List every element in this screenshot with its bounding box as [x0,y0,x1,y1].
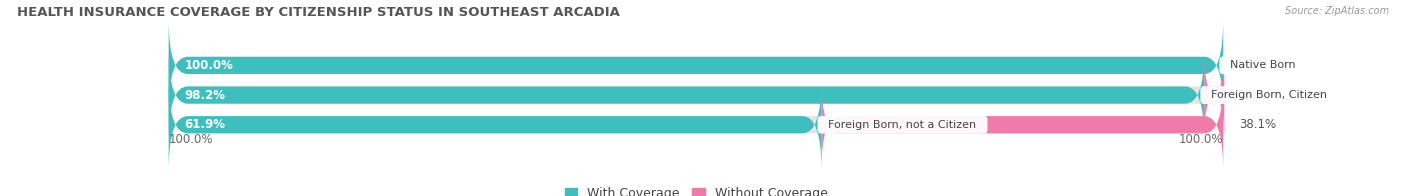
Text: 100.0%: 100.0% [169,133,214,146]
FancyBboxPatch shape [169,21,1223,110]
FancyBboxPatch shape [169,50,1223,140]
Legend: With Coverage, Without Coverage: With Coverage, Without Coverage [560,182,832,196]
FancyBboxPatch shape [169,50,1205,140]
FancyBboxPatch shape [169,21,1223,110]
Text: Foreign Born, not a Citizen: Foreign Born, not a Citizen [821,120,984,130]
FancyBboxPatch shape [1205,50,1225,140]
Text: 98.2%: 98.2% [184,89,225,102]
FancyBboxPatch shape [169,80,821,170]
Text: HEALTH INSURANCE COVERAGE BY CITIZENSHIP STATUS IN SOUTHEAST ARCADIA: HEALTH INSURANCE COVERAGE BY CITIZENSHIP… [17,6,620,19]
FancyBboxPatch shape [169,80,1223,170]
Text: 38.1%: 38.1% [1239,118,1277,131]
Text: Source: ZipAtlas.com: Source: ZipAtlas.com [1285,6,1389,16]
Text: 0.0%: 0.0% [1239,59,1268,72]
FancyBboxPatch shape [821,80,1223,170]
Text: 100.0%: 100.0% [184,59,233,72]
Text: Native Born: Native Born [1223,60,1303,70]
Text: 61.9%: 61.9% [184,118,225,131]
Text: 1.9%: 1.9% [1239,89,1268,102]
Text: 100.0%: 100.0% [1178,133,1223,146]
Text: Foreign Born, Citizen: Foreign Born, Citizen [1205,90,1334,100]
